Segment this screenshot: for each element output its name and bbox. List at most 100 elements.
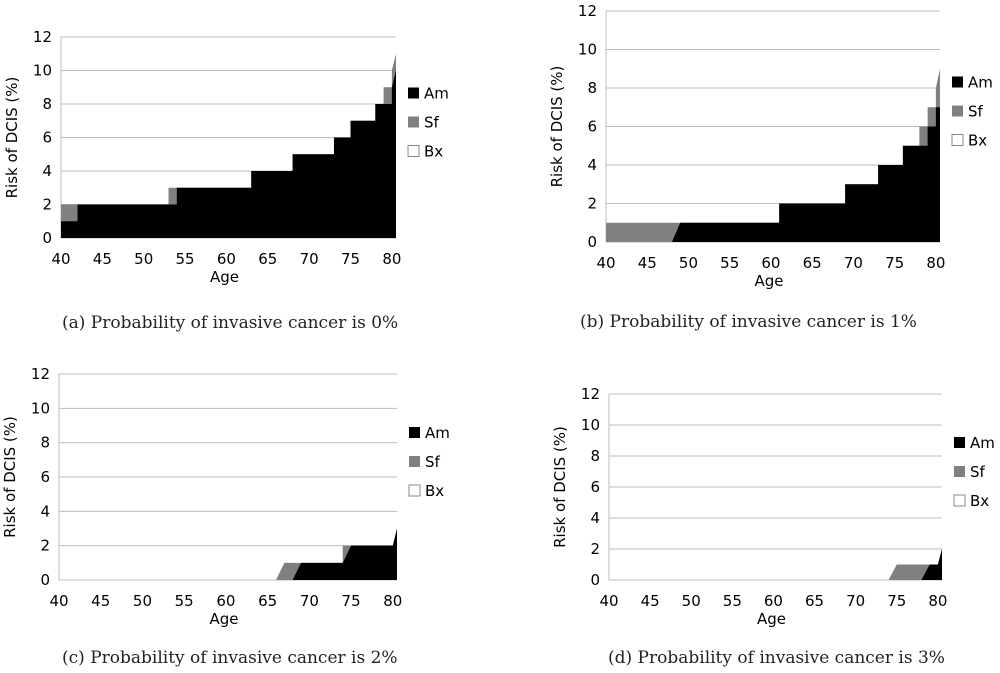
chart-d-xtick-45: 45: [641, 592, 660, 610]
chart-b-xtick-60: 60: [761, 254, 780, 272]
chart-b-ytick-12: 12: [578, 2, 597, 20]
chart-b-legend-swatch-sf: [952, 105, 963, 117]
chart-c-ytick-6: 6: [40, 468, 50, 486]
chart-d-ytick-6: 6: [590, 478, 600, 496]
chart-d-ytick-8: 8: [590, 447, 600, 465]
chart-b-area-am: [606, 107, 940, 242]
chart-b-ytick-10: 10: [578, 41, 597, 59]
chart-b-xtick-40: 40: [596, 254, 615, 272]
chart-a-ytick-6: 6: [42, 129, 52, 147]
chart-b-ytick-0: 0: [587, 233, 597, 251]
chart-c-area-am: [59, 528, 397, 580]
chart-b-xtick-80: 80: [926, 254, 945, 272]
chart-d-svg: 0 2 4 6 8 10 12 40 45 50 55 60 65 70 75 80 Age Risk of DC…: [551, 385, 995, 628]
chart-d-ytick-12: 12: [581, 385, 600, 403]
chart-d-legend-swatch-bx: [953, 494, 966, 507]
chart-panel-c: 0 2 4 6 8 10 12 40 45 50 55 60 65 70 75 80 Age Risk of DC…: [0, 360, 470, 673]
chart-a-xtick-80: 80: [382, 250, 401, 268]
chart-c-legend-swatch-am: [409, 427, 420, 438]
chart-b-ytick-8: 8: [587, 79, 597, 97]
chart-a-svg: 0 2 4 6 8 10 12 40 45 50 55 60 65 70 75 80 Age Risk of DC…: [3, 28, 449, 286]
chart-b-xlabel: Age: [754, 272, 783, 290]
chart-c-xtick-45: 45: [91, 592, 110, 610]
chart-b-ytick-6: 6: [587, 118, 597, 136]
chart-b-xtick-70: 70: [844, 254, 863, 272]
chart-c-xtick-75: 75: [342, 592, 361, 610]
chart-d-area-sf: [609, 549, 942, 580]
chart-a-xtick-40: 40: [51, 250, 70, 268]
chart-c-xtick-55: 55: [175, 592, 194, 610]
chart-d-ytick-10: 10: [581, 416, 600, 434]
chart-c-xlabel: Age: [209, 610, 238, 628]
chart-a-ytick-2: 2: [42, 196, 52, 214]
chart-c-xtick-65: 65: [258, 592, 277, 610]
chart-d-xlabel: Age: [757, 610, 786, 628]
chart-c-xtick-80: 80: [383, 592, 402, 610]
chart-a-xtick-65: 65: [258, 250, 277, 268]
chart-c-xtick-40: 40: [49, 592, 68, 610]
chart-d-legend-label-am: Am: [970, 434, 995, 452]
chart-d-ytick-2: 2: [590, 540, 600, 558]
chart-b-legend-label-bx: Bx: [968, 132, 987, 150]
chart-a-caption: (a) Probability of invasive cancer is 0%: [62, 313, 399, 333]
chart-a-ytick-8: 8: [42, 95, 52, 113]
chart-a-xtick-55: 55: [176, 250, 195, 268]
chart-b-legend-label-sf: Sf: [968, 103, 984, 121]
chart-c-xtick-60: 60: [216, 592, 235, 610]
chart-c-legend-swatch-bx: [408, 484, 421, 497]
chart-b-ytick-2: 2: [587, 195, 597, 213]
chart-c-ytick-4: 4: [40, 502, 50, 520]
chart-d-legend-swatch-sf: [954, 466, 965, 477]
chart-b-xtick-65: 65: [803, 254, 822, 272]
chart-b-legend-swatch-bx: [951, 134, 964, 146]
chart-d-xtick-55: 55: [723, 592, 742, 610]
chart-b-legend-swatch-am: [952, 76, 963, 88]
chart-c-ytick-12: 12: [31, 365, 50, 383]
chart-c-xtick-70: 70: [300, 592, 319, 610]
chart-a-ylabel: Risk of DCIS (%): [3, 77, 21, 199]
chart-a-legend-label-am: Am: [424, 85, 449, 103]
chart-a-ytick-10: 10: [33, 62, 52, 80]
chart-c-ytick-10: 10: [31, 399, 50, 417]
chart-panel-d: 0 2 4 6 8 10 12 40 45 50 55 60 65 70 75 80 Age Risk of DC…: [510, 360, 1000, 673]
chart-a-area-am: [61, 70, 396, 238]
chart-b-xtick-45: 45: [638, 254, 657, 272]
chart-d-xtick-60: 60: [764, 592, 783, 610]
chart-c-caption: (c) Probability of invasive cancer is 2%: [62, 648, 398, 668]
chart-d-ytick-0: 0: [590, 571, 600, 589]
chart-d-xtick-65: 65: [805, 592, 824, 610]
chart-c-xtick-50: 50: [133, 592, 152, 610]
chart-a-xlabel: Age: [210, 268, 239, 286]
chart-a-xtick-70: 70: [300, 250, 319, 268]
chart-c-legend-label-sf: Sf: [425, 453, 441, 471]
chart-d-legend-label-bx: Bx: [970, 492, 989, 510]
chart-c-ytick-0: 0: [40, 571, 50, 589]
chart-d-xtick-70: 70: [846, 592, 865, 610]
chart-d-legend-swatch-am: [954, 437, 965, 448]
chart-d-caption: (d) Probability of invasive cancer is 3%: [608, 648, 945, 668]
chart-panel-a: 0 2 4 6 8 10 12 40 45 50 55 60 65 70 75 80 Age Risk of DC…: [0, 20, 470, 360]
chart-c-legend-label-am: Am: [425, 424, 450, 442]
chart-b-xtick-55: 55: [720, 254, 739, 272]
chart-a-legend-label-sf: Sf: [424, 114, 440, 132]
chart-a-legend-swatch-bx: [407, 145, 420, 157]
chart-b-ylabel: Risk of DCIS (%): [548, 66, 566, 188]
chart-c-ytick-2: 2: [40, 537, 50, 555]
chart-a-legend-swatch-sf: [408, 116, 419, 128]
chart-c-legend-swatch-sf: [409, 456, 420, 467]
chart-d-xtick-50: 50: [682, 592, 701, 610]
chart-d-xtick-80: 80: [928, 592, 947, 610]
chart-panel-b: 0 2 4 6 8 10 12 40 45 50 55 60 65 70 75 80 Age Risk of DC…: [510, 0, 1000, 360]
chart-d-ylabel: Risk of DCIS (%): [551, 426, 569, 548]
chart-a-xtick-60: 60: [217, 250, 236, 268]
chart-d-xtick-75: 75: [887, 592, 906, 610]
chart-b-ytick-4: 4: [587, 156, 597, 174]
chart-b-xtick-50: 50: [679, 254, 698, 272]
chart-a-ytick-0: 0: [42, 229, 52, 247]
chart-c-ytick-8: 8: [40, 434, 50, 452]
chart-a-legend-label-bx: Bx: [424, 143, 443, 161]
chart-b-xtick-75: 75: [885, 254, 904, 272]
chart-a-ytick-12: 12: [33, 28, 52, 46]
chart-c-legend-label-bx: Bx: [425, 482, 444, 500]
chart-c-ylabel: Risk of DCIS (%): [1, 416, 19, 538]
